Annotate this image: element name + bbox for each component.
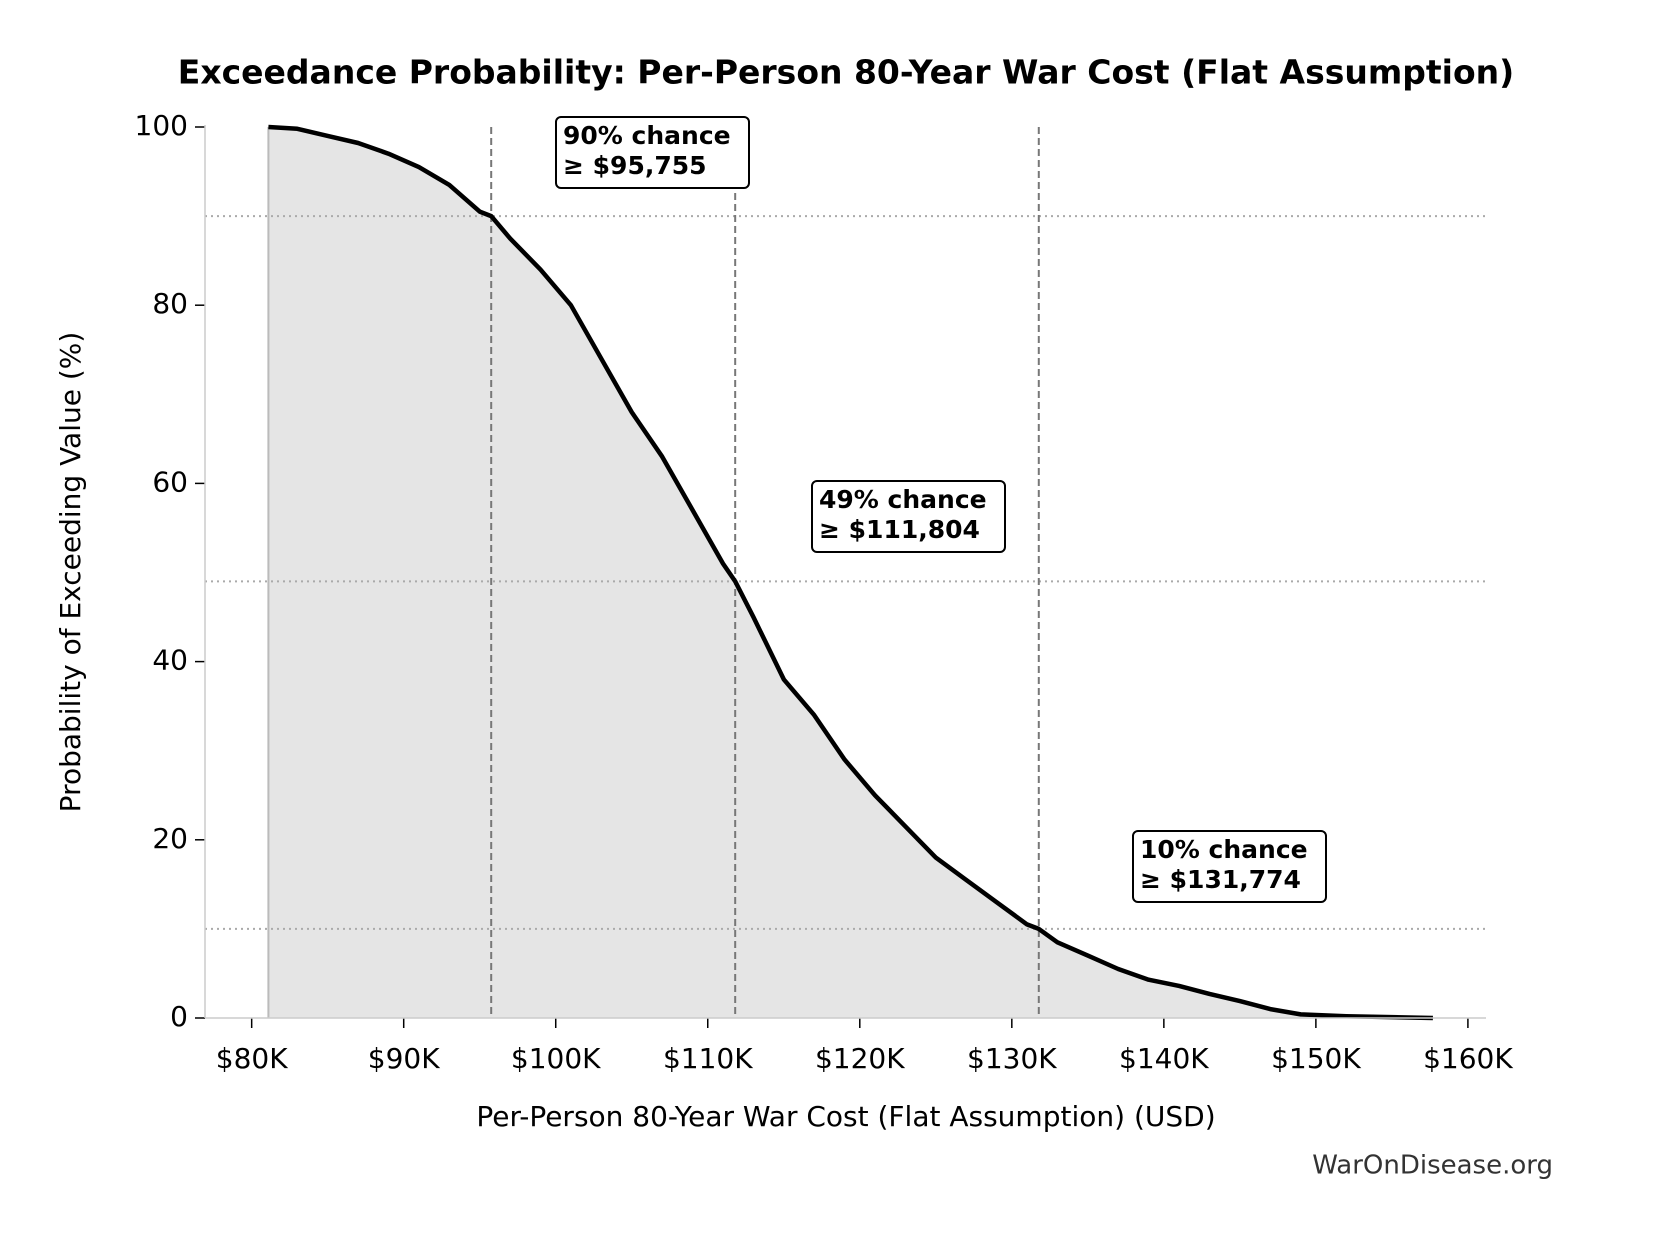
annotation-box [811, 480, 1006, 553]
annotation: 49% chance≥ $111,804 [811, 480, 1006, 553]
annotation-text: ≥ $131,774 [1140, 865, 1301, 894]
source-label: WarOnDisease.org [1312, 1151, 1553, 1181]
annotation: 10% chance≥ $131,774 [1132, 830, 1327, 903]
y-tick-label: 0 [170, 1000, 188, 1033]
x-tick-label: $100K [511, 1042, 601, 1075]
exceedance-line [268, 124, 1433, 1021]
x-tick-label: $150K [1271, 1042, 1361, 1075]
y-tick-label: 20 [152, 822, 188, 855]
x-tick-label: $110K [663, 1042, 753, 1075]
annotation-text: 90% chance [563, 121, 731, 150]
annotation-text: 10% chance [1140, 835, 1308, 864]
y-tick-label: 100 [135, 109, 188, 142]
x-axis-label: Per-Person 80-Year War Cost (Flat Assump… [476, 1100, 1215, 1133]
annotation-text: ≥ $111,804 [819, 515, 980, 544]
chart-title: Exceedance Probability: Per-Person 80-Ye… [178, 53, 1514, 92]
x-tick-label: $140K [1119, 1042, 1209, 1075]
annotation-box [1132, 830, 1327, 903]
y-tick-label: 60 [152, 465, 188, 498]
annotation-box [555, 116, 750, 189]
exceedance-area [268, 127, 1433, 1018]
x-tick-label: $90K [368, 1042, 440, 1075]
annotation-text: ≥ $95,755 [563, 151, 707, 180]
x-tick-label: $160K [1423, 1042, 1513, 1075]
y-tick-label: 40 [152, 644, 188, 677]
x-tick-label: $120K [815, 1042, 905, 1075]
y-tick-label: 80 [152, 287, 188, 320]
annotation: 90% chance≥ $95,755 [555, 116, 750, 189]
annotation-text: 49% chance [819, 485, 987, 514]
x-tick-label: $130K [967, 1042, 1057, 1075]
y-axis-label: Probability of Exceeding Value (%) [54, 332, 87, 813]
x-tick-label: $80K [216, 1042, 288, 1075]
